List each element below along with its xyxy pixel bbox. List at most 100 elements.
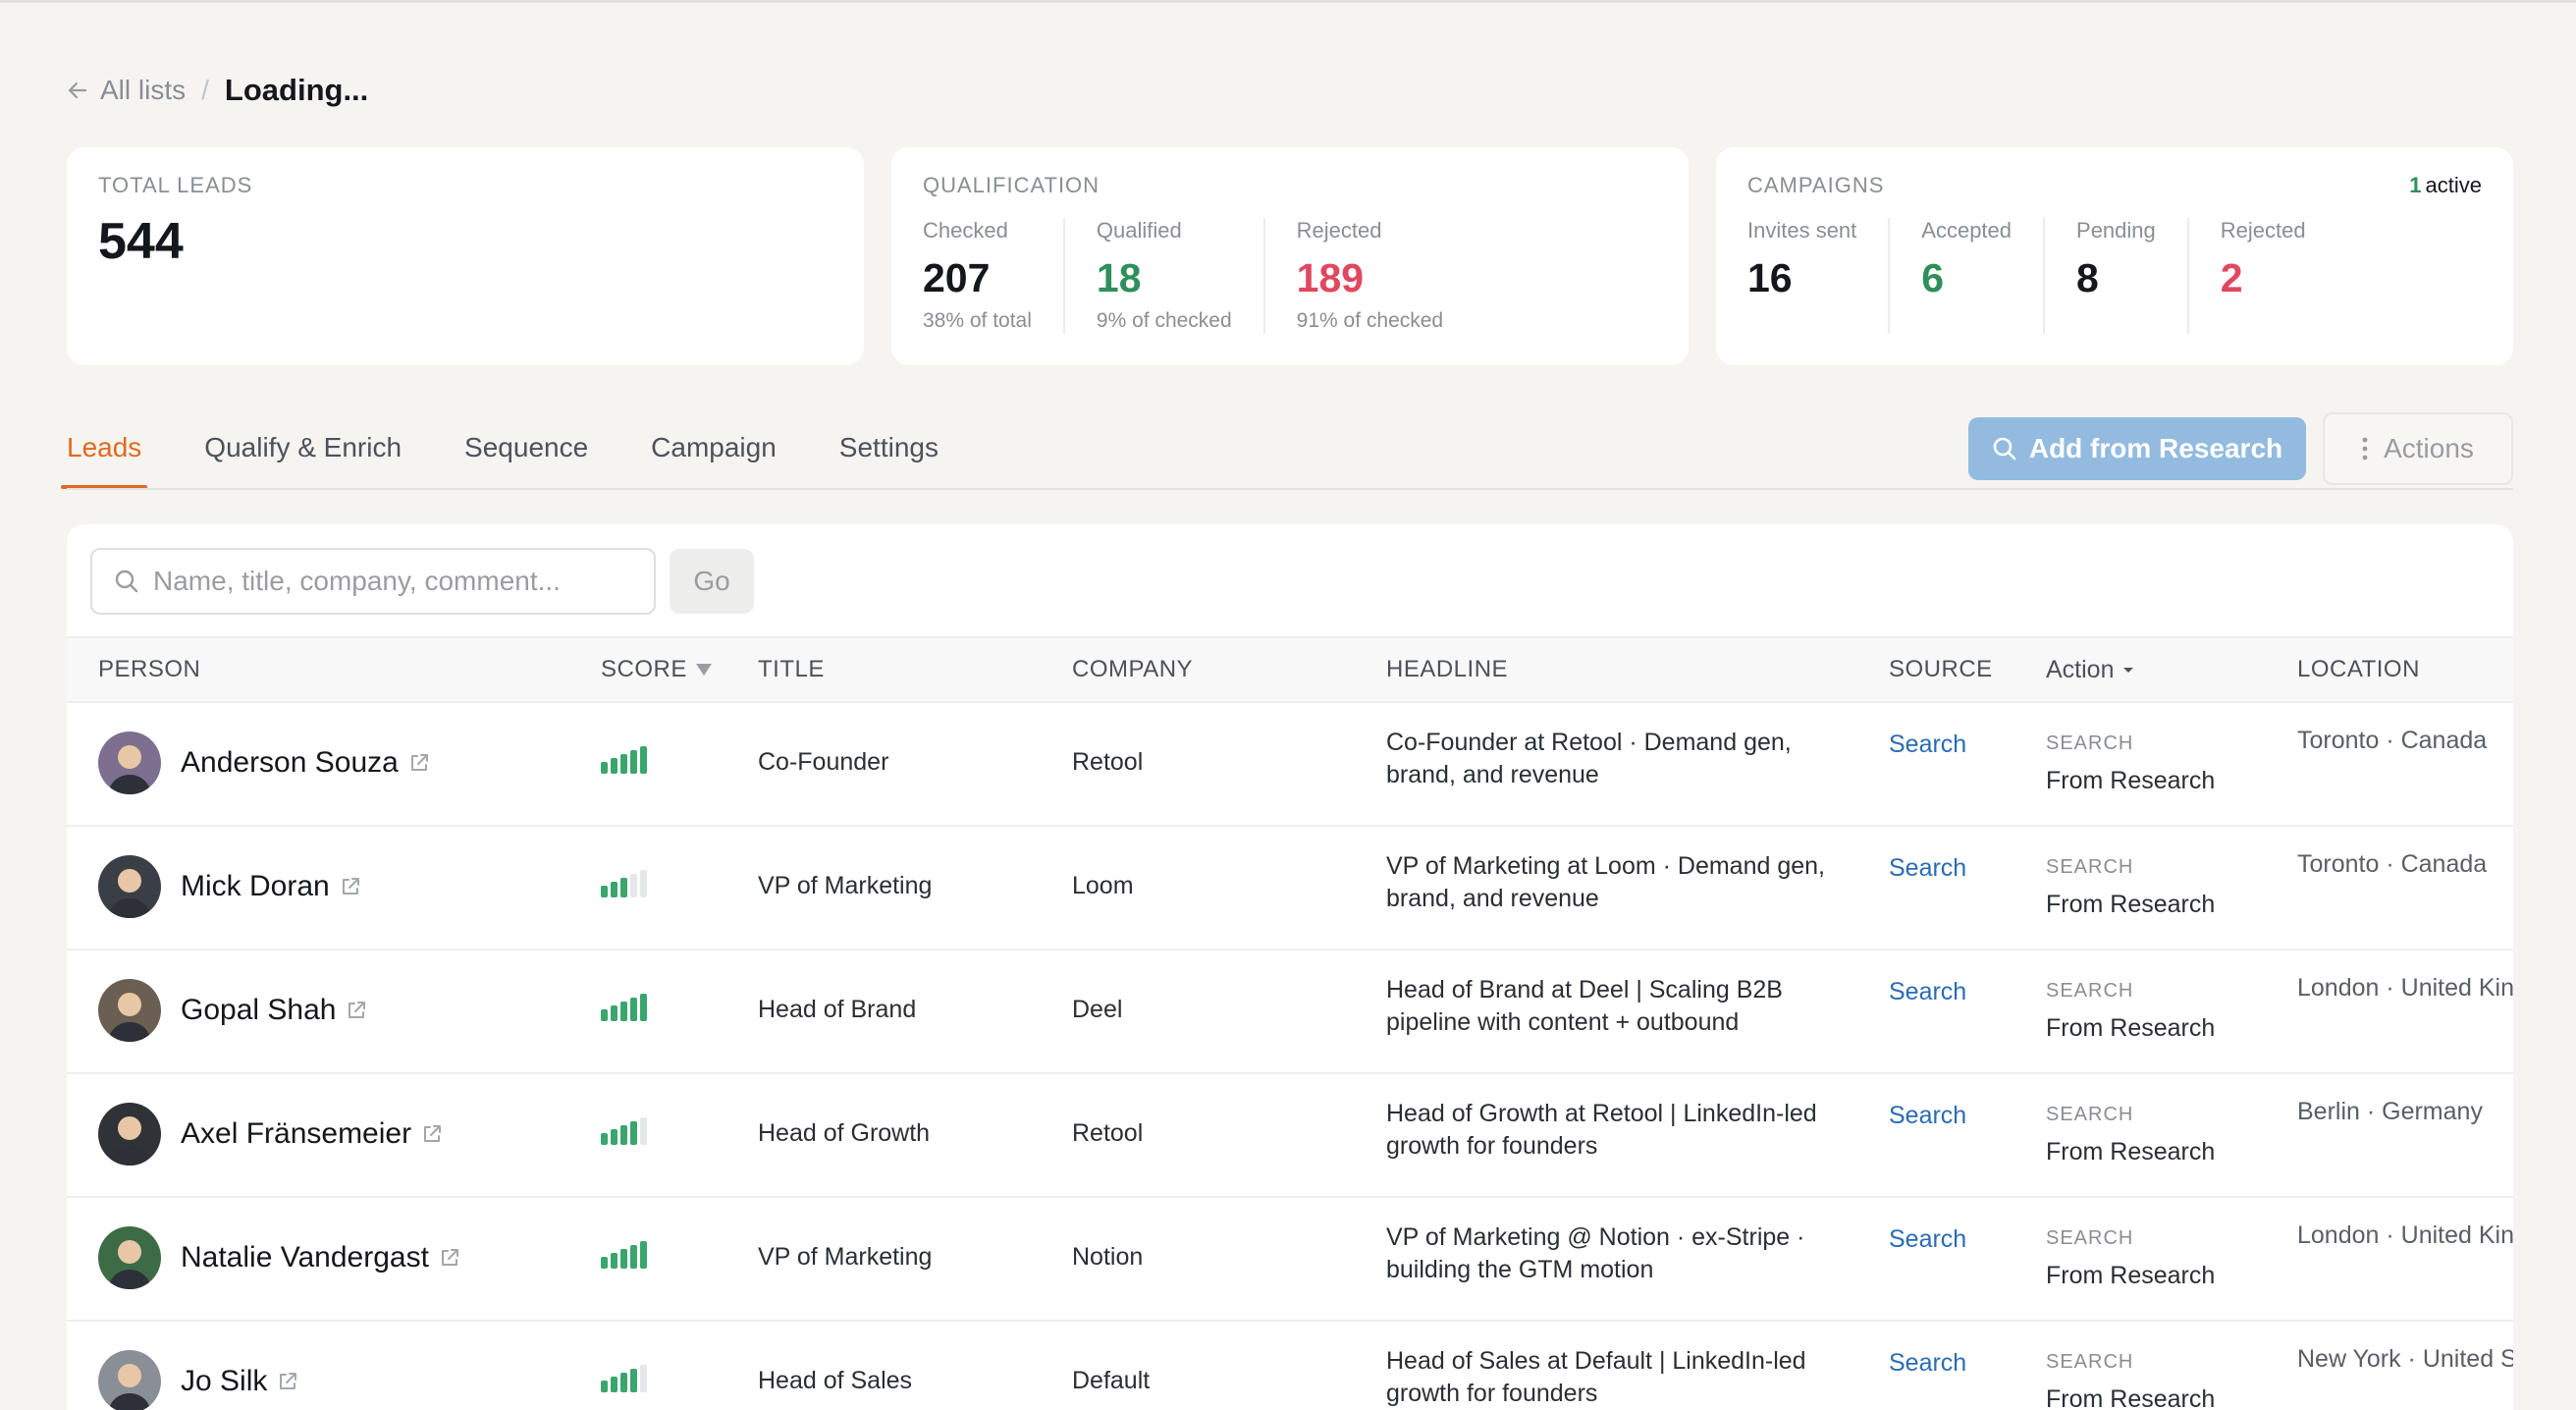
header-title[interactable]: TITLE — [758, 656, 825, 682]
active-label: active — [2425, 173, 2482, 197]
tab-sequence[interactable]: Sequence — [464, 432, 589, 462]
avatar[interactable] — [98, 979, 161, 1042]
external-link-icon[interactable] — [346, 1000, 367, 1021]
lead-action: SEARCH From Research — [2046, 856, 2215, 919]
metric-pending: Pending 8 — [2076, 218, 2189, 334]
actions-label: Actions — [2384, 433, 2474, 463]
lead-action: SEARCH From Research — [2046, 732, 2215, 795]
avatar[interactable] — [98, 732, 161, 794]
action-type: SEARCH — [2046, 856, 2134, 878]
lead-company: Default — [1072, 1367, 1151, 1394]
external-link-icon[interactable] — [408, 752, 430, 774]
external-link-icon[interactable] — [439, 1247, 460, 1269]
table-header: PERSON SCORE TITLE COMPANY HEADLINE SOUR… — [67, 636, 2513, 703]
table-row[interactable]: Anderson Souza Co-Founder Retool Co-Foun… — [67, 703, 2513, 827]
breadcrumb-separator: / — [201, 75, 209, 105]
metric-sub: 38% of total — [923, 309, 1032, 332]
metric-value: 8 — [2076, 255, 2099, 300]
table-row[interactable]: Jo Silk Head of Sales Default Head of Sa… — [67, 1322, 2513, 1410]
header-location[interactable]: LOCATION — [2297, 656, 2420, 682]
table-row[interactable]: Natalie Vandergast VP of Marketing Notio… — [67, 1198, 2513, 1322]
action-detail: From Research — [2046, 891, 2216, 918]
score-bar — [611, 1377, 617, 1392]
lead-source-link[interactable]: Search — [1889, 1225, 1967, 1253]
lead-location: New York · United S — [2297, 1345, 2513, 1373]
go-button[interactable]: Go — [670, 549, 754, 614]
lead-company: Retool — [1072, 748, 1144, 776]
person-name[interactable]: Axel Fränsemeier — [181, 1117, 443, 1151]
person-name[interactable]: Natalie Vandergast — [181, 1241, 460, 1274]
top-border — [0, 0, 2576, 3]
header-company[interactable]: COMPANY — [1072, 656, 1194, 682]
score-bar — [601, 1009, 608, 1021]
tabs-divider — [67, 488, 2513, 490]
person-name-label: Anderson Souza — [181, 746, 399, 779]
lead-source-link[interactable]: Search — [1889, 1349, 1967, 1377]
person-name-label: Natalie Vandergast — [181, 1241, 429, 1274]
person-name[interactable]: Mick Doran — [181, 870, 361, 903]
header-action[interactable]: Action — [2046, 656, 2135, 684]
score-bars — [601, 1239, 650, 1269]
score-bar — [640, 746, 647, 774]
action-detail: From Research — [2046, 767, 2216, 794]
header-headline[interactable]: HEADLINE — [1386, 656, 1509, 682]
score-bars — [601, 744, 650, 774]
table-row[interactable]: Axel Fränsemeier Head of Growth Retool H… — [67, 1074, 2513, 1198]
external-link-icon[interactable] — [277, 1371, 298, 1392]
search-icon — [115, 569, 138, 593]
score-bars — [601, 1115, 650, 1145]
total-leads-value: 544 — [98, 213, 184, 270]
lead-source-link[interactable]: Search — [1889, 1102, 1967, 1129]
metric-value: 16 — [1747, 255, 1793, 300]
score-bar — [601, 1381, 608, 1392]
metric-value: 6 — [1921, 255, 1945, 300]
lead-source-link[interactable]: Search — [1889, 731, 1967, 758]
header-score[interactable]: SCORE — [601, 656, 713, 683]
table-row[interactable]: Gopal Shah Head of Brand Deel Head of Br… — [67, 950, 2513, 1074]
score-bar — [630, 1369, 637, 1392]
actions-button[interactable]: Actions — [2323, 412, 2513, 485]
score-bar — [601, 886, 608, 897]
person-name-label: Gopal Shah — [181, 994, 337, 1026]
tab-leads[interactable]: Leads — [60, 407, 148, 489]
score-bar — [630, 1245, 637, 1269]
lead-source-link[interactable]: Search — [1889, 978, 1967, 1005]
lead-headline: Co-Founder at Retool · Demand gen, brand… — [1386, 729, 1792, 788]
metric-rejected-invites: Rejected 2 — [2221, 218, 2337, 334]
avatar[interactable] — [98, 855, 161, 918]
metric-label: Invites sent — [1747, 218, 1857, 243]
back-link[interactable]: All lists — [67, 75, 186, 106]
table-body: Anderson Souza Co-Founder Retool Co-Foun… — [67, 703, 2513, 1410]
external-link-icon[interactable] — [340, 876, 361, 897]
tab-qualify-enrich[interactable]: Qualify & Enrich — [204, 432, 402, 462]
metric-checked: Checked 207 38% of total — [923, 218, 1065, 334]
avatar[interactable] — [98, 1103, 161, 1166]
add-from-research-button[interactable]: Add from Research — [1968, 417, 2306, 480]
campaigns-label: CAMPAIGNS — [1747, 173, 1885, 197]
person-name[interactable]: Gopal Shah — [181, 994, 367, 1027]
table-row[interactable]: Mick Doran VP of Marketing Loom VP of Ma… — [67, 827, 2513, 950]
score-bar — [640, 870, 647, 897]
metric-label: Qualified — [1096, 218, 1182, 243]
person-name[interactable]: Jo Silk — [181, 1365, 298, 1398]
avatar[interactable] — [98, 1350, 161, 1410]
external-link-icon[interactable] — [421, 1123, 443, 1145]
lead-location: Berlin · Germany — [2297, 1098, 2483, 1125]
tab-campaign[interactable]: Campaign — [651, 432, 777, 462]
header-person[interactable]: PERSON — [98, 656, 201, 682]
person-name[interactable]: Anderson Souza — [181, 746, 430, 780]
metric-value: 2 — [2220, 255, 2243, 300]
lead-title: VP of Marketing — [758, 1243, 933, 1271]
breadcrumb: All lists / Loading... — [67, 73, 368, 108]
metric-label: Rejected — [2220, 218, 2306, 243]
add-from-research-label: Add from Research — [2028, 433, 2283, 463]
header-score-label: SCORE — [601, 656, 687, 682]
lead-location: Toronto · Canada — [2297, 727, 2488, 754]
search-input[interactable] — [153, 566, 624, 597]
avatar[interactable] — [98, 1226, 161, 1289]
lead-source-link[interactable]: Search — [1889, 854, 1967, 882]
header-source[interactable]: SOURCE — [1889, 656, 1993, 682]
score-bar — [611, 1253, 617, 1269]
score-bar — [611, 758, 617, 774]
tab-settings[interactable]: Settings — [838, 432, 939, 462]
